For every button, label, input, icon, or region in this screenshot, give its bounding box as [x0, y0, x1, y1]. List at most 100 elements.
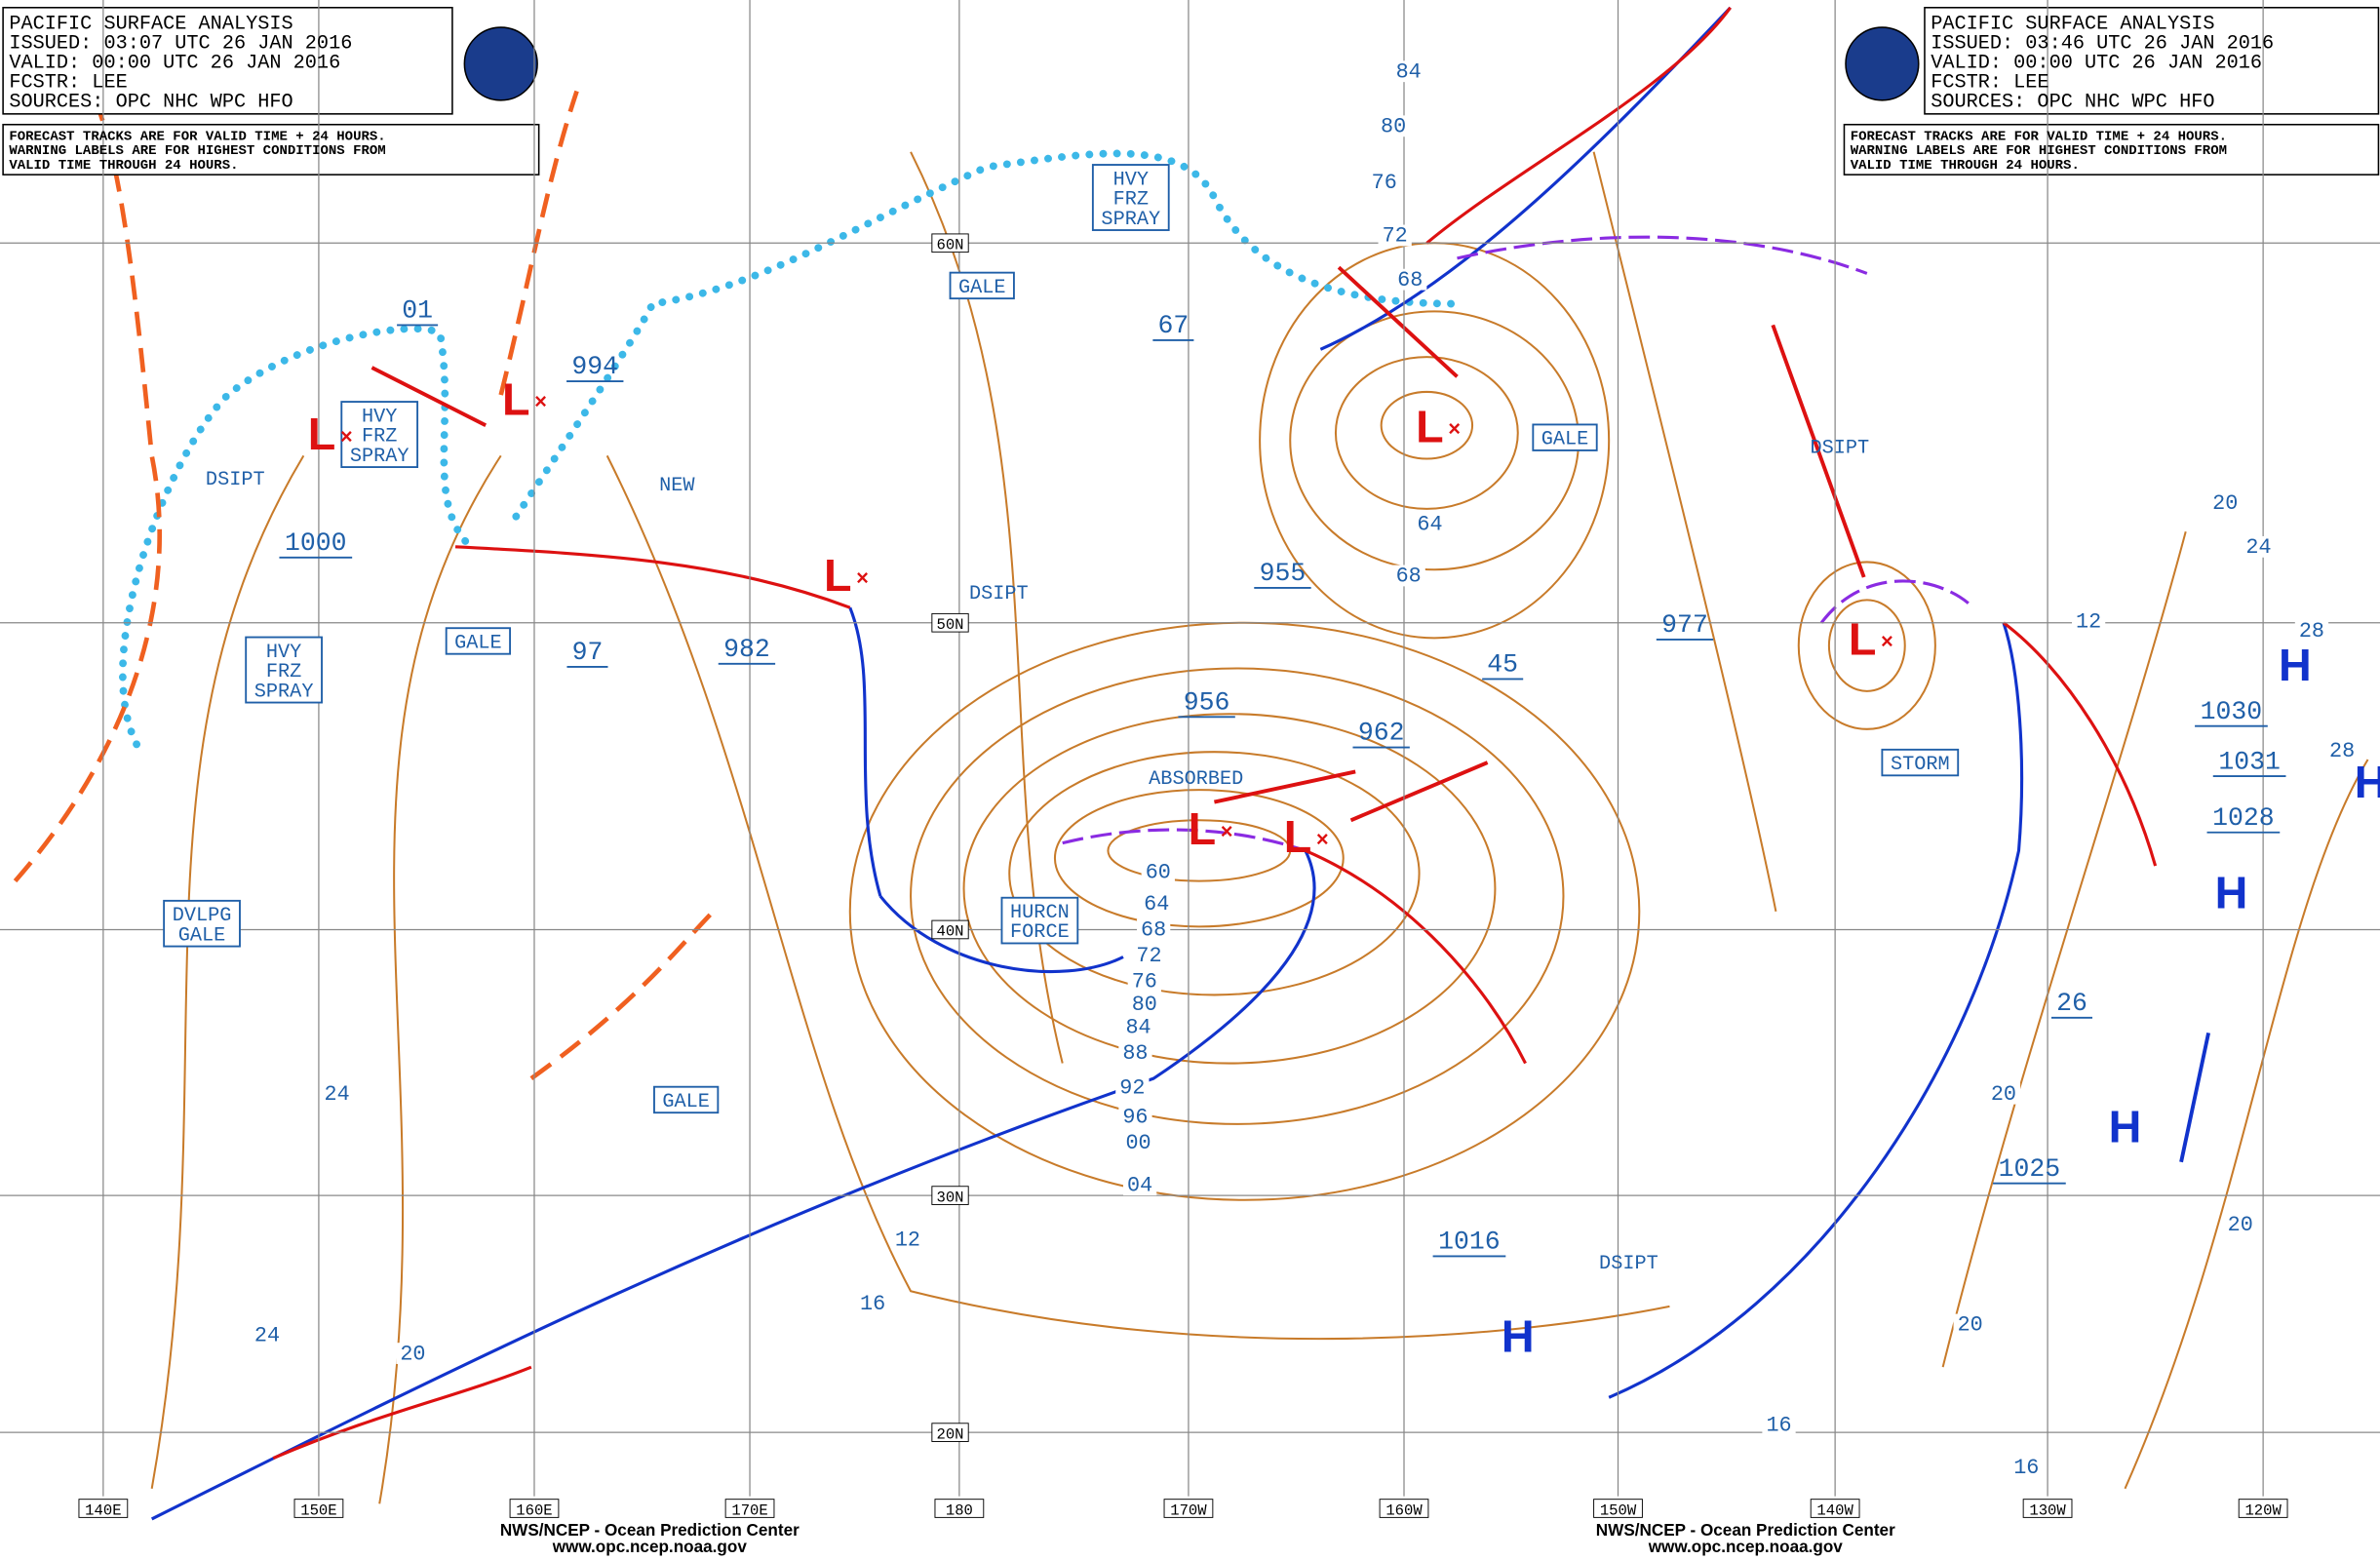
high-center: H: [2215, 868, 2248, 918]
header-line: PACIFIC SURFACE ANALYSIS: [9, 14, 293, 36]
latitude-label-box: [931, 233, 969, 254]
longitude-label-box: [509, 1499, 560, 1518]
center-pressure: 1016: [1438, 1228, 1501, 1257]
header-line: FCSTR: LEE: [1931, 71, 2048, 94]
longitude-label-box: [1379, 1499, 1429, 1518]
isobar-label-bg: [1115, 1076, 1150, 1099]
warning-text: FRZ: [266, 661, 301, 683]
note-line: FORECAST TRACKS ARE FOR VALID TIME + 24 …: [1851, 129, 2227, 144]
note-line: FORECAST TRACKS ARE FOR VALID TIME + 24 …: [9, 129, 385, 144]
center-pressure: 1025: [1999, 1154, 2061, 1184]
isobar-label-bg: [1391, 565, 1425, 587]
isobar-label-bg: [1378, 224, 1412, 247]
warning-text: GALE: [454, 632, 502, 654]
header-line: SOURCES: OPC NHC WPC HFO: [9, 91, 293, 113]
note-line: VALID TIME THROUGH 24 HOURS.: [9, 158, 238, 174]
isobar-label: 72: [1383, 224, 1408, 249]
header-line: ISSUED: 03:07 UTC 26 JAN 2016: [9, 33, 352, 56]
latitude-label: 30N: [937, 1189, 964, 1206]
isobar-label-bg: [1953, 1313, 1987, 1336]
header-line: VALID: 00:00 UTC 26 JAN 2016: [1931, 52, 2262, 74]
warning-text: GALE: [1541, 429, 1589, 451]
warning-text: SPRAY: [350, 446, 410, 468]
isobar-label-bg: [856, 1292, 890, 1314]
isobar-label-bg: [1376, 115, 1411, 137]
longitude-label-box: [2238, 1499, 2288, 1518]
isobar-label-bg: [2324, 739, 2360, 761]
isobar-label-bg: [1127, 993, 1161, 1015]
isobar-label: 20: [1991, 1082, 2016, 1107]
warning-text: FORCE: [1010, 921, 1070, 944]
isobar-label-bg: [2223, 1213, 2257, 1235]
low-center: L: [502, 373, 530, 424]
isobar-label: 00: [1125, 1131, 1151, 1155]
center-pressure: 982: [723, 635, 770, 664]
isobar-label-bg: [320, 1082, 354, 1105]
isobar-label: 80: [1132, 993, 1157, 1017]
longitude-label: 150E: [300, 1502, 336, 1519]
isobar-label: 24: [2245, 535, 2271, 560]
note-line: VALID TIME THROUGH 24 HOURS.: [1851, 158, 2080, 174]
isobar-label: 76: [1372, 171, 1397, 195]
isobar-label-bg: [2009, 1457, 2044, 1478]
high-center: H: [2279, 640, 2312, 690]
latitude-label-box: [931, 1186, 969, 1205]
isobar-label: 20: [1958, 1313, 1983, 1338]
high-center: H: [2355, 757, 2380, 807]
header-line: SOURCES: OPC NHC WPC HFO: [1931, 91, 2214, 113]
isobar-label-bg: [1367, 172, 1401, 193]
longitude-label: 120W: [2244, 1502, 2282, 1519]
isobar-label: 28: [2299, 619, 2324, 644]
occluded-fronts: [1062, 235, 1974, 852]
header-line: ISSUED: 03:46 UTC 26 JAN 2016: [1931, 33, 2274, 56]
longitude-label: 170W: [1170, 1502, 1207, 1519]
isobar-label-bg: [396, 1343, 430, 1365]
center-pressure: 1028: [2212, 803, 2275, 833]
warning-text: GALE: [662, 1091, 710, 1113]
warning-box: [653, 1085, 720, 1114]
warning-box: [245, 636, 323, 704]
center-pressure: 1030: [2201, 697, 2263, 726]
longitude-label: 140W: [1816, 1502, 1853, 1519]
longitude-label: 130W: [2029, 1502, 2066, 1519]
isobar-label: 12: [2076, 609, 2101, 634]
isobar-label: 24: [254, 1324, 280, 1348]
isobar-label: 88: [1122, 1041, 1148, 1066]
warning-text: FRZ: [362, 426, 397, 448]
longitude-label-box: [724, 1499, 775, 1518]
isobar-label: 60: [1146, 860, 1171, 884]
noaa-logo: [463, 26, 538, 101]
noaa-logo: [1845, 26, 1920, 101]
low-marker: ×: [1881, 631, 1893, 655]
low-center: L: [1416, 401, 1444, 451]
center-pressure: 1031: [2218, 747, 2281, 776]
warning-text: HVY: [362, 406, 397, 428]
note-line: WARNING LABELS ARE FOR HIGHEST CONDITION…: [9, 143, 385, 159]
isobar-label: 20: [2228, 1213, 2253, 1237]
isobar-label: 92: [1119, 1076, 1145, 1101]
header-box-left: [2, 7, 453, 115]
warning-text: GALE: [958, 277, 1006, 299]
isobar-label: 84: [1396, 59, 1422, 84]
low-marker: ×: [856, 567, 869, 592]
isobar-label: 68: [1141, 918, 1166, 943]
isobar-label: 16: [2013, 1456, 2039, 1480]
isobar-label-bg: [1121, 1131, 1155, 1153]
center-pressure: 67: [1157, 311, 1189, 340]
longitude-label: 160E: [516, 1502, 552, 1519]
isobar-label-bg: [1127, 970, 1161, 993]
low-center: L: [1189, 803, 1217, 854]
low-marker: ×: [534, 391, 547, 415]
isobar-label: 16: [860, 1292, 885, 1316]
center-pressure: 97: [572, 638, 604, 667]
warning-text: DVLPG: [173, 905, 232, 927]
longitude-label-box: [2022, 1499, 2073, 1518]
isobar-label: 20: [400, 1342, 425, 1366]
longitude-label-box: [293, 1499, 344, 1518]
cold-fronts: [150, 6, 2024, 1521]
isobar-label-bg: [890, 1228, 925, 1251]
warning-text: FRZ: [1113, 189, 1149, 212]
troughs: [13, 90, 716, 1081]
isobar-label: 68: [1396, 565, 1422, 589]
